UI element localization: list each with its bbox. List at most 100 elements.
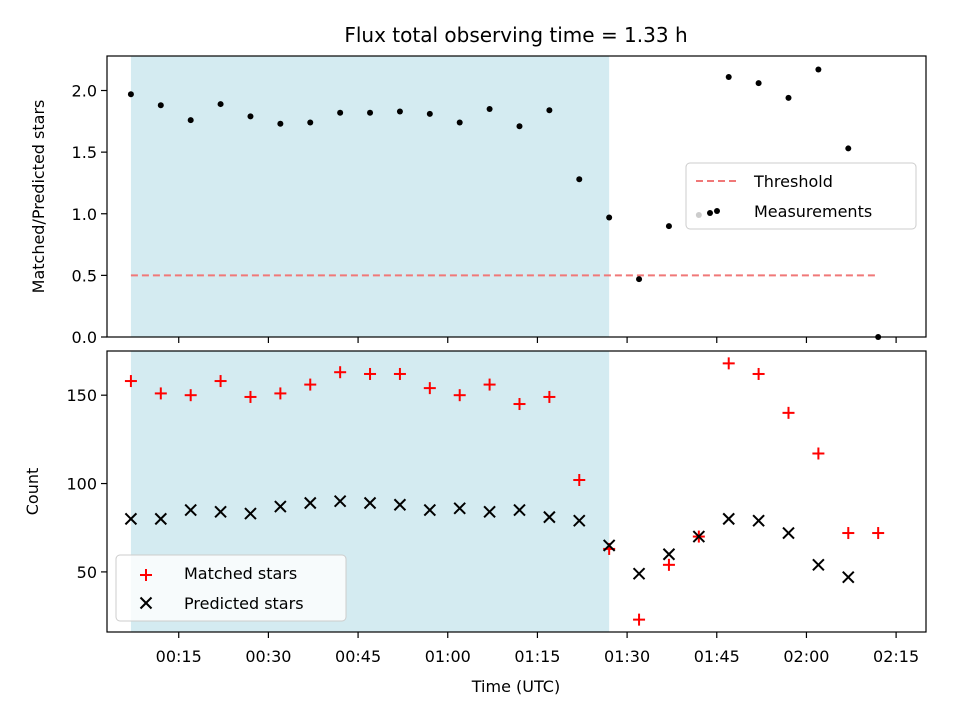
legend-predicted-label: Predicted stars [184, 594, 304, 613]
data-point [722, 357, 735, 370]
x-tick-label: 00:45 [335, 647, 381, 666]
y-tick-label: 100 [66, 475, 97, 494]
data-point [154, 387, 167, 400]
data-point [546, 107, 553, 114]
legend-threshold-label: Threshold [753, 172, 833, 191]
data-point [393, 498, 407, 511]
x-axis-label: Time (UTC) [471, 677, 560, 696]
axes-frame [106, 55, 927, 338]
legend-measurement-swatch [707, 210, 713, 216]
legend-box [685, 162, 917, 230]
data-point [662, 558, 675, 571]
data-point [244, 507, 257, 520]
x-marker-b [244, 507, 257, 520]
data-point [157, 102, 164, 109]
axes-frame [106, 350, 927, 633]
x-marker-b [573, 514, 586, 527]
data-point [513, 503, 526, 517]
data-point [665, 223, 672, 230]
x-marker-b [483, 505, 496, 519]
data-point [725, 73, 732, 80]
x-tick-label: 00:15 [156, 647, 202, 666]
data-point [722, 512, 735, 526]
data-point [274, 500, 287, 513]
data-point [845, 145, 852, 152]
series-predicted-stars [124, 495, 855, 584]
x-marker-b [812, 558, 825, 572]
data-point [367, 109, 374, 116]
data-point [636, 276, 643, 283]
x-marker-b [333, 495, 347, 508]
x-marker-b [602, 539, 616, 552]
data-point [214, 505, 227, 519]
data-point [752, 514, 765, 527]
data-point [785, 94, 792, 101]
legend: Matched stars Predicted stars [115, 554, 347, 622]
data-point [812, 447, 825, 460]
x-marker-b [842, 571, 855, 584]
data-point [755, 80, 762, 87]
data-point [184, 389, 197, 402]
x-tick-label: 02:15 [873, 647, 919, 666]
x-marker-b [692, 530, 706, 543]
data-point [337, 109, 344, 116]
x-marker-b [543, 510, 556, 524]
legend-matched-label: Matched stars [184, 564, 297, 583]
data-point [543, 510, 556, 524]
data-point [396, 108, 403, 115]
x-marker-b [752, 514, 765, 527]
x-tick-label: 00:30 [245, 647, 291, 666]
data-point [872, 527, 885, 540]
data-point [543, 390, 556, 403]
data-point [483, 378, 496, 391]
data-point [423, 382, 436, 395]
legend-predicted-swatch [139, 596, 153, 610]
data-point [277, 120, 284, 127]
data-point [217, 101, 224, 108]
data-point [214, 375, 227, 388]
data-point [815, 66, 822, 73]
y-axis-label: Matched/Predicted stars [29, 100, 48, 294]
x-marker-b [662, 548, 676, 561]
panel-2: 50 100 150 00:15 00:30 00:45 01:00 01:15 01:30 01… [23, 350, 927, 666]
panel-1: 0.0 0.5 1.0 1.5 2.0 Matched/Predicted stars Th… [29, 55, 927, 347]
data-point [513, 398, 526, 411]
data-point [127, 91, 134, 98]
data-point [456, 119, 463, 126]
legend: Threshold Measurements [685, 162, 917, 230]
data-point [782, 526, 795, 540]
x-marker-b [453, 502, 466, 515]
data-point [602, 539, 616, 552]
x-marker-b [124, 512, 138, 526]
x-tick-label: 01:15 [514, 647, 560, 666]
x-marker-b [154, 512, 168, 526]
x-marker-b [214, 505, 227, 519]
x-tick-label: 01:30 [604, 647, 650, 666]
y-tick-label: 1.5 [72, 143, 97, 162]
data-point [307, 119, 314, 126]
data-point [244, 390, 257, 403]
data-point [662, 548, 676, 561]
observing-window-shade [130, 56, 610, 337]
x-marker-b [423, 503, 437, 517]
x-marker-b [304, 496, 317, 510]
data-point [333, 495, 347, 508]
data-point [516, 123, 523, 130]
data-point [453, 389, 466, 402]
data-point [692, 530, 706, 543]
x-marker-b [782, 526, 795, 540]
x-marker-b [363, 496, 377, 510]
data-point [187, 117, 194, 124]
y-tick-label: 0.0 [72, 328, 97, 347]
x-marker-b [513, 503, 526, 517]
data-point [606, 214, 613, 221]
y-tick-label: 2.0 [72, 82, 97, 101]
legend-box [115, 554, 347, 622]
data-point [842, 527, 855, 540]
legend-measurement-label: Measurements [754, 202, 872, 221]
x-tick-label: 01:45 [694, 647, 740, 666]
series-matched-stars [124, 357, 885, 626]
x-marker-b [632, 567, 646, 580]
data-point [782, 406, 795, 419]
chart-title: Flux total observing time = 1.33 h [344, 23, 687, 47]
